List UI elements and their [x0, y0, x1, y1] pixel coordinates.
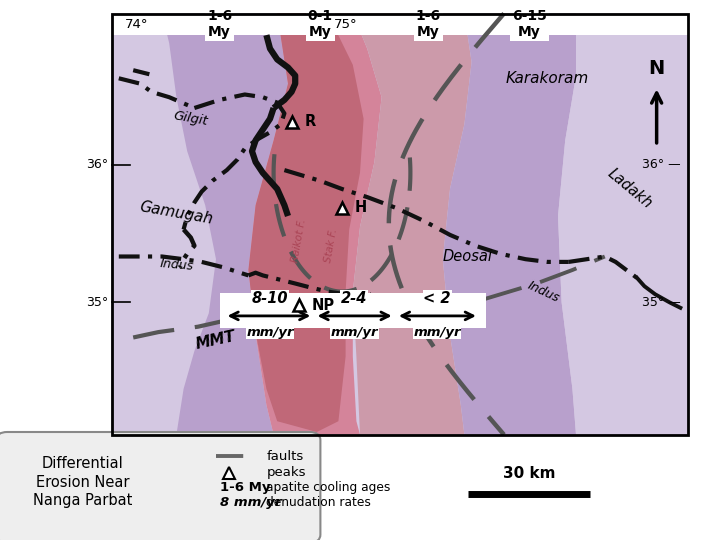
Text: Indus: Indus	[159, 256, 194, 273]
Text: 8 mm/yr: 8 mm/yr	[220, 496, 281, 509]
FancyBboxPatch shape	[319, 293, 400, 328]
Text: Raikot F.: Raikot F.	[290, 218, 307, 263]
Text: 8-10: 8-10	[252, 291, 288, 306]
Text: Stak F.: Stak F.	[323, 228, 339, 264]
Polygon shape	[162, 14, 288, 435]
Text: 36° —: 36° —	[642, 158, 680, 171]
Text: peaks: peaks	[266, 466, 306, 479]
Text: 35° —: 35° —	[642, 296, 680, 309]
Text: mm/yr: mm/yr	[330, 326, 378, 339]
Text: mm/yr: mm/yr	[413, 326, 461, 339]
Polygon shape	[248, 14, 364, 432]
Text: R: R	[305, 114, 316, 129]
Text: apatite cooling ages: apatite cooling ages	[266, 481, 391, 494]
Text: 1-6
My: 1-6 My	[207, 9, 232, 39]
Text: 75°: 75°	[334, 18, 357, 31]
Polygon shape	[443, 14, 576, 435]
Text: 6-15
My: 6-15 My	[512, 9, 546, 39]
Text: NP: NP	[312, 298, 335, 313]
Text: 1-6 My: 1-6 My	[220, 481, 270, 494]
Polygon shape	[558, 14, 688, 435]
FancyBboxPatch shape	[112, 14, 688, 435]
Text: Deosai: Deosai	[443, 249, 493, 264]
Text: mm/yr: mm/yr	[246, 326, 294, 339]
Text: Karakoram: Karakoram	[505, 71, 589, 86]
Text: Gamugah: Gamugah	[138, 199, 215, 227]
Text: N: N	[649, 59, 665, 78]
FancyBboxPatch shape	[220, 293, 320, 328]
Text: 0-1
My: 0-1 My	[308, 9, 333, 39]
Text: 1-6
My: 1-6 My	[416, 9, 441, 39]
FancyBboxPatch shape	[0, 432, 320, 540]
Text: 2-4: 2-4	[341, 291, 367, 306]
Polygon shape	[353, 14, 472, 435]
Polygon shape	[248, 14, 382, 435]
Text: Differential
Erosion Near
Nanga Parbat: Differential Erosion Near Nanga Parbat	[33, 456, 132, 509]
Polygon shape	[112, 14, 216, 435]
Text: < 2: < 2	[423, 291, 451, 306]
Text: 36°: 36°	[86, 158, 108, 171]
Text: Ladakh: Ladakh	[605, 166, 655, 212]
Text: MMT: MMT	[194, 329, 238, 352]
Text: faults: faults	[266, 450, 304, 463]
Text: 74°: 74°	[125, 18, 148, 31]
Polygon shape	[112, 14, 173, 435]
Text: Indus: Indus	[526, 279, 562, 305]
FancyBboxPatch shape	[398, 293, 486, 328]
FancyBboxPatch shape	[112, 14, 688, 35]
Text: 35°: 35°	[86, 296, 108, 309]
Text: Gilgit: Gilgit	[173, 110, 209, 128]
Text: 30 km: 30 km	[503, 465, 555, 481]
Text: denudation rates: denudation rates	[266, 496, 372, 509]
Text: H: H	[355, 200, 367, 215]
